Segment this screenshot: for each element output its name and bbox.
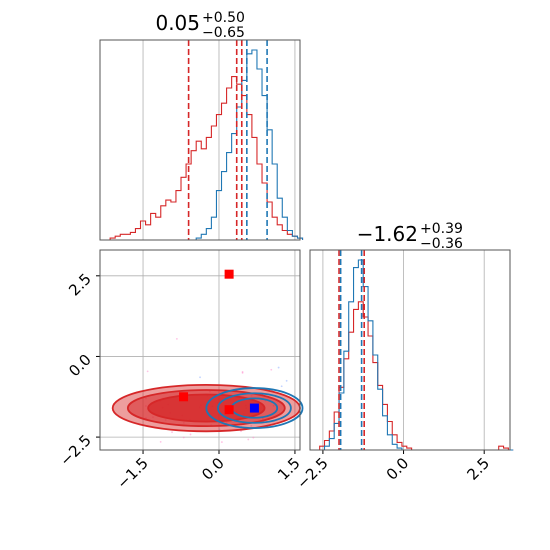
bottom-right-title-lower: −0.36 bbox=[420, 236, 463, 252]
blue-contour-level-0 bbox=[205, 387, 304, 429]
top-left-series bbox=[100, 49, 304, 241]
bottom-right-title-value: −1.62 bbox=[357, 222, 418, 246]
blue-contour-level-1 bbox=[217, 392, 292, 424]
scatter-point bbox=[240, 430, 242, 433]
scatter-point bbox=[277, 366, 280, 369]
bottom-right-ticks: −2.5 0.0 2.5 bbox=[293, 450, 493, 493]
scatter-point bbox=[159, 440, 162, 443]
bottom-left-xtick-label: 0.0 bbox=[198, 454, 228, 484]
scatter-point bbox=[270, 368, 273, 371]
top-left-title-value: 0.05 bbox=[155, 11, 200, 35]
top-left-series-0 bbox=[100, 76, 304, 241]
scatter-point bbox=[247, 438, 250, 441]
bottom-left-contours bbox=[111, 383, 304, 433]
bottom-right-grid bbox=[322, 250, 485, 450]
bottom-left-frame bbox=[99, 249, 301, 451]
marker-square-3 bbox=[249, 403, 259, 413]
bottom-left-ytick-label: 0.0 bbox=[65, 351, 95, 381]
top-left-title-upper: +0.50 bbox=[202, 10, 245, 26]
bottom-left-ytick-label: 2.5 bbox=[65, 270, 95, 300]
scatter-point bbox=[218, 428, 221, 431]
bottom-right-xtick-label: −2.5 bbox=[293, 454, 331, 492]
scatter-point bbox=[175, 338, 178, 340]
marker-square-2 bbox=[224, 405, 234, 415]
bottom-left-ytick-label: −2.5 bbox=[56, 431, 94, 469]
top-left-quantile-lines bbox=[187, 40, 268, 240]
scatter-point bbox=[280, 385, 283, 388]
scatter-point bbox=[241, 370, 244, 373]
scatter-point bbox=[252, 436, 255, 439]
bottom-right-xtick-label: 2.5 bbox=[463, 454, 493, 484]
scatter-point bbox=[199, 376, 201, 379]
bottom-left-xtick-label: −1.5 bbox=[113, 454, 151, 492]
top-left-histogram-panel: 0.05 +0.50 −0.65 bbox=[99, 10, 304, 241]
top-left-title-lower: −0.65 bbox=[202, 25, 245, 41]
bottom-left-ticks: −1.5 0.0 1.5−2.50.02.5 bbox=[56, 270, 303, 493]
scatter-point bbox=[146, 370, 149, 373]
bottom-left-markers bbox=[179, 269, 259, 415]
marker-square-0 bbox=[224, 269, 234, 279]
scatter-point bbox=[285, 379, 288, 382]
top-left-grid bbox=[142, 40, 296, 240]
bottom-right-frame bbox=[309, 249, 511, 451]
bottom-left-contour-panel: −1.5 0.0 1.5−2.50.02.5 bbox=[56, 249, 304, 493]
scatter-point bbox=[220, 441, 223, 443]
scatter-point bbox=[171, 431, 173, 434]
scatter-point bbox=[182, 436, 185, 439]
bottom-right-histogram-panel: −1.62 +0.39 −0.36 −2.5 0.0 2.5 bbox=[293, 221, 514, 493]
bottom-right-xtick-label: 0.0 bbox=[383, 454, 413, 484]
marker-square-1 bbox=[179, 392, 189, 402]
bottom-right-title-upper: +0.39 bbox=[420, 221, 463, 237]
bottom-right-quantile-lines bbox=[338, 250, 365, 450]
scatter-point bbox=[250, 425, 253, 427]
top-left-frame bbox=[99, 39, 301, 241]
scatter-point bbox=[189, 433, 192, 436]
